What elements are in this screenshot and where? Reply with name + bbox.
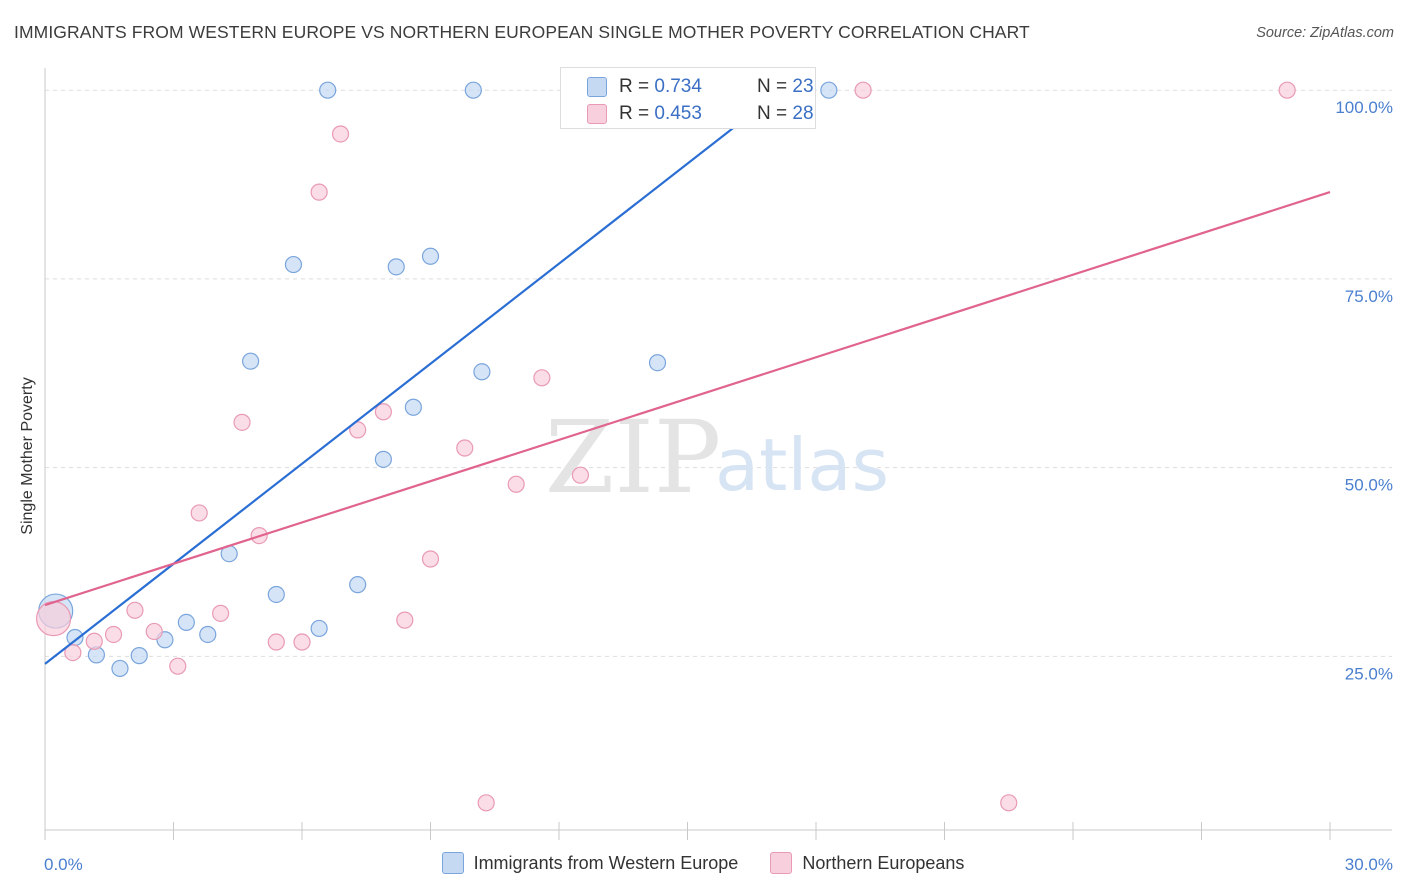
r-value: 0.734 <box>654 76 702 97</box>
point-western-europe <box>648 354 667 372</box>
point-northern-europeans <box>35 601 72 637</box>
point-western-europe <box>820 81 838 99</box>
point-northern-europeans <box>421 550 440 568</box>
trendline-northern-europeans <box>44 191 1331 607</box>
source-credit: Source: ZipAtlas.com <box>1256 25 1394 41</box>
stats-n: N = 28 <box>757 103 814 125</box>
point-northern-europeans <box>571 466 590 484</box>
trend-lines <box>44 89 1331 665</box>
x-tick-label: 0.0% <box>44 855 83 874</box>
point-northern-europeans <box>1000 794 1018 812</box>
legend-label: Northern Europeans <box>802 852 965 873</box>
r-label: R = <box>619 103 655 124</box>
point-western-europe <box>464 81 482 99</box>
point-western-europe <box>111 659 129 678</box>
y-tick-label: 25.0% <box>1345 664 1393 683</box>
chart-title: IMMIGRANTS FROM WESTERN EUROPE VS NORTHE… <box>14 22 1030 42</box>
x-tick-label: 30.0% <box>1345 855 1393 874</box>
point-northern-europeans <box>104 625 123 644</box>
point-northern-europeans <box>331 125 350 143</box>
point-northern-europeans <box>854 81 872 99</box>
point-western-europe <box>349 576 367 594</box>
trendline-western-europe <box>44 89 783 665</box>
chart-legend: Immigrants from Western Europe Northern … <box>0 852 1406 874</box>
point-western-europe <box>404 398 422 416</box>
point-western-europe <box>374 450 392 468</box>
point-northern-europeans <box>85 632 103 650</box>
point-northern-europeans <box>310 183 328 201</box>
tick-labels: 25.0% 50.0% 75.0% 100.0% 0.0% 30.0% <box>44 98 1393 874</box>
point-northern-europeans <box>212 604 230 622</box>
point-western-europe <box>267 585 285 604</box>
r-value: 0.453 <box>654 103 702 124</box>
watermark: ZIP atlas <box>545 399 889 516</box>
n-label: N = <box>757 76 793 97</box>
stats-r: R = 0.453 <box>619 103 702 125</box>
point-western-europe <box>242 352 260 370</box>
watermark-atlas: atlas <box>715 423 889 507</box>
y-tick-label: 50.0% <box>1345 476 1393 495</box>
point-northern-europeans <box>456 439 474 457</box>
point-northern-europeans <box>293 633 311 651</box>
blue-swatch <box>587 77 607 97</box>
point-western-europe <box>421 247 440 265</box>
legend-label: Immigrants from Western Europe <box>473 852 739 873</box>
point-northern-europeans <box>190 504 208 522</box>
y-tick-label: 100.0% <box>1335 98 1393 117</box>
point-northern-europeans <box>349 421 367 439</box>
stats-n: N = 23 <box>757 76 814 98</box>
pink-swatch <box>770 852 793 874</box>
grid-lines <box>45 89 1392 657</box>
stats-r: R = 0.734 <box>619 76 702 98</box>
n-value: 28 <box>792 103 814 124</box>
point-northern-europeans <box>396 611 414 629</box>
point-northern-europeans <box>233 413 251 431</box>
n-label: N = <box>757 103 793 124</box>
point-northern-europeans <box>267 633 285 651</box>
point-western-europe <box>130 647 148 665</box>
legend-item-western-europe[interactable]: Immigrants from Western Europe <box>441 852 739 874</box>
point-northern-europeans <box>533 369 551 387</box>
y-tick-label: 75.0% <box>1345 287 1393 306</box>
n-value: 23 <box>792 76 814 97</box>
point-western-europe <box>284 255 303 274</box>
legend-item-northern-europeans[interactable]: Northern Europeans <box>770 852 964 874</box>
point-western-europe <box>319 81 337 99</box>
point-western-europe <box>310 619 328 638</box>
point-western-europe <box>473 363 491 381</box>
watermark-zip: ZIP <box>545 399 721 516</box>
point-northern-europeans <box>126 601 144 619</box>
point-northern-europeans <box>145 622 163 641</box>
point-northern-europeans <box>507 475 525 493</box>
point-northern-europeans <box>64 643 82 662</box>
correlation-stats-box: R = 0.734 N = 23 R = 0.453 N = 28 <box>560 67 816 129</box>
point-western-europe <box>199 625 217 644</box>
point-northern-europeans <box>477 794 495 812</box>
point-western-europe <box>387 258 405 276</box>
point-northern-europeans <box>169 657 187 675</box>
point-northern-europeans <box>1278 81 1296 99</box>
data-points <box>35 81 1296 812</box>
point-western-europe <box>177 613 195 632</box>
r-label: R = <box>619 76 655 97</box>
axes <box>44 68 1392 840</box>
point-northern-europeans <box>374 403 392 421</box>
pink-swatch <box>587 104 607 124</box>
blue-swatch <box>441 852 464 874</box>
